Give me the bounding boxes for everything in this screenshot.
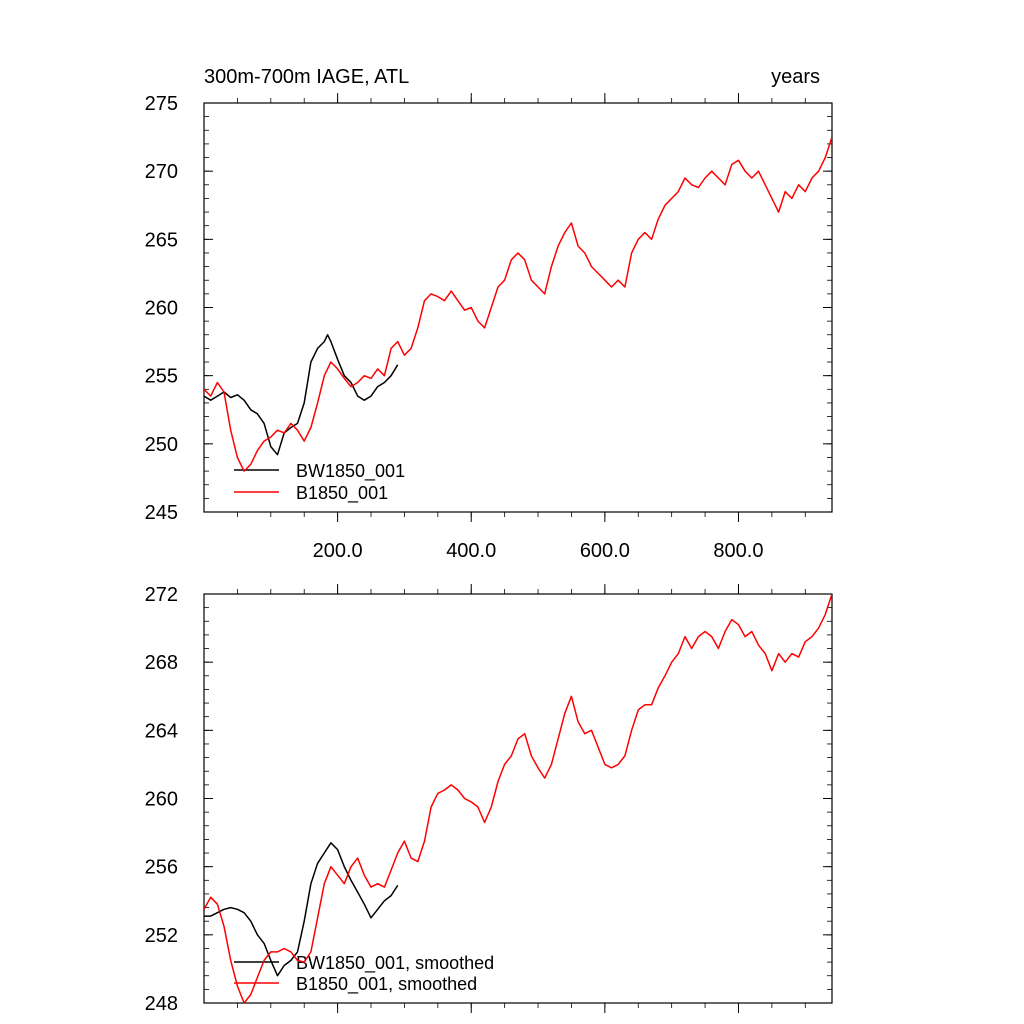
bottom-y-tick-label: 252 <box>145 925 178 947</box>
top-series-line-1 <box>204 136 832 472</box>
top-panel-title: 300m-700m IAGE, ATL <box>204 66 409 88</box>
top-series-line-0 <box>204 334 399 456</box>
bottom-y-tick-label: 264 <box>145 720 178 742</box>
bottom-y-tick-label: 256 <box>145 857 178 879</box>
top-x-tick-label: 600.0 <box>580 540 630 562</box>
bottom-legend-label-1: B1850_001, smoothed <box>296 974 477 995</box>
bottom-series-line-0 <box>204 842 399 977</box>
top-x-tick-label: 200.0 <box>313 540 363 562</box>
top-y-tick-label: 260 <box>145 298 178 320</box>
top-x-tick-label: 800.0 <box>713 540 763 562</box>
bottom-y-tick-label: 260 <box>145 789 178 811</box>
top-x-tick-label: 400.0 <box>446 540 496 562</box>
top-panel-units: years <box>771 66 820 88</box>
top-plot-frame <box>203 102 833 513</box>
top-y-tick-label: 250 <box>145 434 178 456</box>
bottom-y-tick-label: 248 <box>145 993 178 1015</box>
top-legend-label-1: B1850_001 <box>296 483 388 504</box>
bottom-series-line-1 <box>204 594 832 1003</box>
top-y-tick-label: 275 <box>145 93 178 115</box>
bottom-legend-label-0: BW1850_001, smoothed <box>296 953 494 974</box>
top-panel: 300m-700m IAGE, ATL years 245 250 255 260 26… <box>145 66 833 562</box>
top-legend-label-0: BW1850_001 <box>296 461 405 482</box>
bottom-panel: 248 252 256 260 264 268 272 BW1850_001, smoothe… <box>145 584 833 1015</box>
top-y-tick-label: 255 <box>145 366 178 388</box>
bottom-plot-frame <box>203 593 833 1004</box>
top-y-tick-label: 245 <box>145 502 178 524</box>
bottom-y-tick-label: 272 <box>145 584 178 606</box>
top-y-tick-label: 265 <box>145 229 178 251</box>
top-y-tick-label: 270 <box>145 161 178 183</box>
bottom-y-tick-label: 268 <box>145 652 178 674</box>
